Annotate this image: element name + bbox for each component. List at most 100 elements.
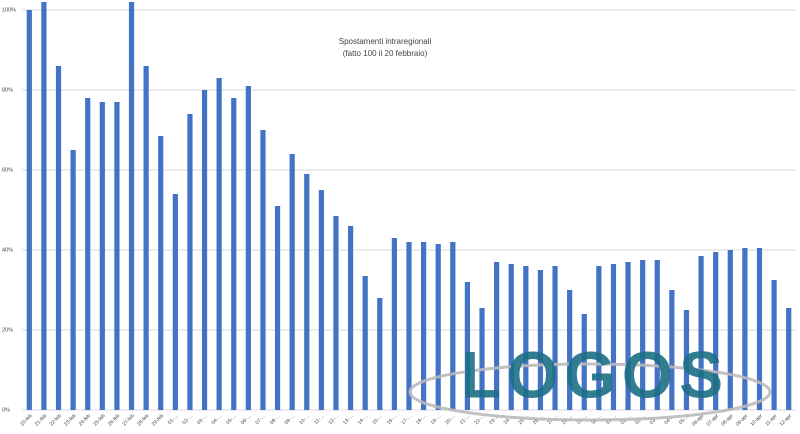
watermark-ring [408, 362, 772, 422]
y-tick-label: 80% [2, 87, 13, 93]
x-tick-label: 24-… [503, 413, 516, 426]
x-tick-label: 25-feb [92, 413, 106, 427]
x-tick-label: 08-apr [720, 413, 735, 428]
bar [596, 266, 602, 410]
x-tick-label: 01-… [167, 413, 180, 426]
bar [158, 136, 164, 410]
x-tick-label: 17-… [400, 413, 413, 426]
bar [391, 238, 397, 410]
bar [669, 290, 675, 410]
bar [333, 216, 339, 410]
bar [41, 2, 47, 410]
watermark-group: LOGOS [408, 337, 772, 422]
bar [552, 266, 558, 410]
x-tick-label: 19-… [430, 413, 443, 426]
x-tick-label: 05-… [225, 413, 238, 426]
x-tick-label: 28-feb [136, 413, 150, 427]
bar [172, 194, 178, 410]
y-tick-label: 40% [2, 247, 13, 253]
x-tick-label: 13-… [342, 413, 355, 426]
bar [756, 248, 763, 410]
x-tick-label: 04-… [663, 413, 676, 426]
x-tick-label: 20-feb [19, 413, 33, 427]
bar [99, 102, 105, 410]
bar [567, 290, 573, 410]
bar [435, 244, 441, 410]
bar [260, 130, 266, 410]
x-tick-label: 23-feb [63, 413, 77, 427]
chart-title: Spostamenti intraregionali [339, 37, 432, 46]
bar [70, 150, 76, 410]
bar [304, 174, 310, 410]
chart-subtitle: (fatto 100 il 20 febbraio) [343, 49, 428, 58]
x-tick-label: 12-apr [779, 413, 794, 428]
x-tick-label: 18-… [415, 413, 428, 426]
bar [347, 226, 354, 410]
x-tick-label: 20-… [444, 413, 457, 426]
bar [494, 262, 500, 410]
x-tick-label: 09-… [284, 413, 297, 426]
y-tick-label: 0% [2, 407, 10, 413]
x-tick-label: 10-… [298, 413, 311, 426]
x-tick-label: 07-… [254, 413, 267, 426]
bar [698, 256, 704, 410]
bar [201, 90, 208, 410]
bar [464, 282, 471, 410]
x-tick-label: 24-feb [78, 413, 92, 427]
bar [245, 86, 251, 410]
y-tick-label: 100% [2, 7, 16, 13]
bar [523, 266, 529, 410]
bar [318, 190, 324, 410]
bar [231, 98, 237, 410]
bar [654, 260, 660, 410]
y-tick-label: 20% [2, 327, 13, 333]
x-tick-label: 10-apr [749, 413, 764, 428]
x-tick-label: 26-feb [107, 413, 121, 427]
bar [786, 308, 792, 410]
bar [289, 154, 295, 410]
bar [187, 114, 193, 410]
x-tick-label: 06-… [240, 413, 253, 426]
bar [143, 66, 149, 410]
x-tick-label: 29-feb [151, 413, 165, 427]
bar [128, 2, 135, 410]
bar [55, 66, 62, 410]
x-tick-label: 02-… [181, 413, 194, 426]
bar [85, 98, 91, 410]
bar [274, 206, 281, 410]
bar [508, 264, 514, 410]
bar [742, 248, 748, 410]
x-tick-label: 22-feb [49, 413, 63, 427]
x-tick-label: 14-… [357, 413, 370, 426]
bar [713, 252, 719, 410]
x-tick-label: 21-… [459, 413, 472, 426]
x-tick-label: 16-… [386, 413, 399, 426]
bar [406, 242, 412, 410]
y-tick-label: 60% [2, 167, 13, 173]
bar [114, 102, 120, 410]
bar [26, 10, 32, 410]
bar [362, 276, 368, 410]
bar [450, 242, 456, 410]
bar [640, 260, 646, 410]
bar [771, 280, 777, 410]
x-tick-label: 11-… [313, 413, 326, 426]
x-tick-label: 08-… [269, 413, 282, 426]
x-tick-label: 04-… [211, 413, 224, 426]
bar [537, 270, 544, 410]
watermark: LOGOS [461, 337, 729, 411]
bar [625, 262, 631, 410]
bar [479, 308, 485, 410]
bar [610, 264, 617, 410]
bar [683, 310, 690, 410]
x-tick-label: 12-… [327, 413, 340, 426]
bar [581, 314, 587, 410]
x-tick-label: 27-feb [122, 413, 136, 427]
x-tick-label: 15-… [371, 413, 384, 426]
x-tick-label: 09-apr [735, 413, 750, 428]
x-tick-label: 03-… [196, 413, 209, 426]
x-tick-label: 21-feb [34, 413, 48, 427]
x-tick-label: 07-apr [706, 413, 721, 428]
bar [421, 242, 427, 410]
